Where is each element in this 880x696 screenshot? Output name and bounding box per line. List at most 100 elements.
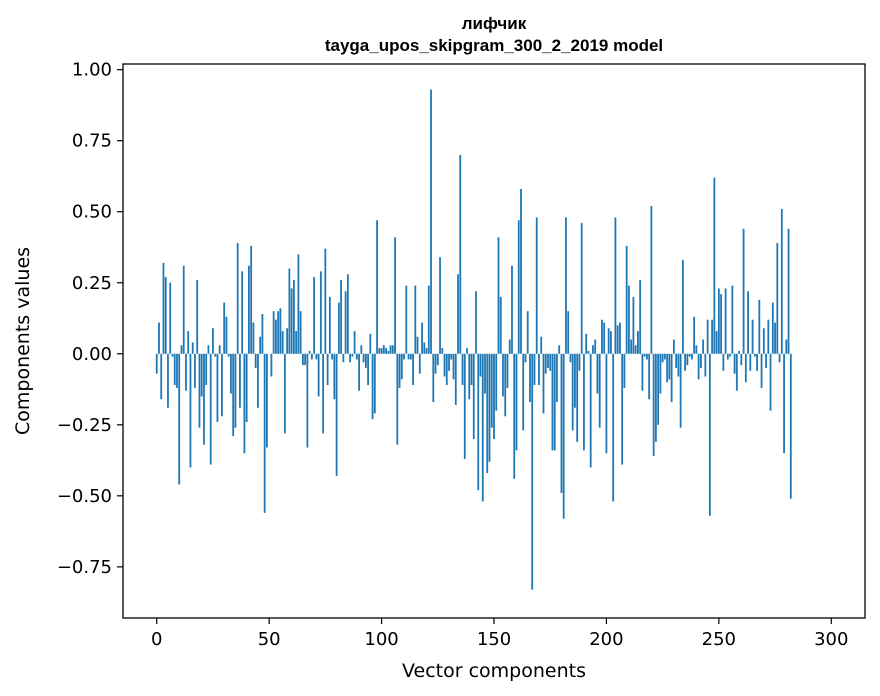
bar-77 <box>328 296 331 354</box>
bar-133 <box>454 353 457 405</box>
bar-252 <box>722 353 725 371</box>
bar-0 <box>155 353 158 374</box>
bar-57 <box>283 353 286 434</box>
bar-207 <box>621 353 624 465</box>
bar-99 <box>378 348 381 354</box>
bar-201 <box>607 328 610 354</box>
bar-232 <box>677 353 680 377</box>
bar-234 <box>681 260 684 354</box>
bar-102 <box>385 348 387 354</box>
y-tick-label: 0.50 <box>72 202 112 223</box>
bar-260 <box>740 353 743 366</box>
bar-158 <box>511 265 513 354</box>
bar-20 <box>200 353 203 397</box>
bar-75 <box>324 248 327 354</box>
bar-93 <box>364 353 367 368</box>
bar-163 <box>522 353 525 431</box>
bar-12 <box>182 265 185 354</box>
bar-60 <box>290 288 293 354</box>
bar-206 <box>619 322 621 354</box>
bar-171 <box>540 336 543 354</box>
bar-1 <box>158 322 160 354</box>
bar-94 <box>367 353 369 386</box>
bar-24 <box>209 353 212 465</box>
bar-199 <box>603 322 606 354</box>
bar-242 <box>699 353 702 368</box>
bar-236 <box>686 353 689 366</box>
bar-119 <box>423 342 426 354</box>
bar-125 <box>436 353 439 366</box>
bar-235 <box>684 353 687 371</box>
bar-269 <box>760 353 763 388</box>
bar-180 <box>560 353 563 493</box>
bar-138 <box>466 348 468 354</box>
bar-276 <box>776 242 779 354</box>
bar-73 <box>319 271 322 354</box>
x-tick-label: 150 <box>477 629 511 650</box>
bar-185 <box>571 353 574 431</box>
bar-275 <box>774 322 776 354</box>
bar-21 <box>203 353 205 445</box>
bar-113 <box>409 353 412 360</box>
bar-166 <box>529 353 531 403</box>
bar-49 <box>266 353 268 448</box>
bar-88 <box>353 331 356 354</box>
bar-136 <box>461 353 464 386</box>
x-tick-label: 100 <box>364 629 398 650</box>
bar-227 <box>666 353 669 383</box>
bar-78 <box>331 353 334 360</box>
bar-52 <box>272 311 275 354</box>
bar-132 <box>452 353 455 380</box>
bar-100 <box>380 348 383 354</box>
bar-281 <box>787 228 790 354</box>
bar-156 <box>506 353 509 388</box>
bar-256 <box>731 285 734 354</box>
bar-114 <box>412 353 414 386</box>
bar-210 <box>628 285 630 354</box>
bar-224 <box>659 353 662 394</box>
bar-85 <box>346 274 349 354</box>
bar-202 <box>610 331 612 354</box>
bar-127 <box>441 348 444 354</box>
bar-126 <box>439 257 441 354</box>
bar-7 <box>171 353 174 357</box>
bar-111 <box>405 285 408 354</box>
bar-219 <box>648 353 651 400</box>
bar-215 <box>639 279 642 354</box>
bar-6 <box>169 282 172 354</box>
bar-17 <box>194 353 196 388</box>
y-tick-label: 0.75 <box>72 131 112 152</box>
bar-250 <box>717 288 720 354</box>
bar-146 <box>484 353 486 394</box>
bar-222 <box>654 353 657 442</box>
bar-25 <box>212 328 214 354</box>
bar-196 <box>596 353 599 394</box>
bar-257 <box>733 353 736 374</box>
bar-121 <box>427 285 430 354</box>
bar-103 <box>387 350 390 354</box>
bar-72 <box>317 353 320 397</box>
bar-54 <box>277 311 280 354</box>
bar-192 <box>587 350 590 354</box>
bar-4 <box>164 277 167 354</box>
bar-162 <box>520 189 522 354</box>
bar-262 <box>744 353 747 383</box>
bar-167 <box>531 353 534 590</box>
bar-59 <box>288 268 291 354</box>
bar-2 <box>160 353 163 400</box>
bar-178 <box>556 353 558 403</box>
bar-241 <box>697 353 700 380</box>
bar-155 <box>504 353 507 417</box>
bar-189 <box>580 223 583 354</box>
bar-87 <box>351 353 354 357</box>
bar-182 <box>565 217 567 354</box>
bar-61 <box>292 279 295 354</box>
bar-193 <box>589 353 592 468</box>
bar-231 <box>675 353 678 368</box>
bar-200 <box>605 353 608 454</box>
bar-129 <box>445 353 448 386</box>
bar-204 <box>614 217 617 354</box>
bar-258 <box>735 353 738 391</box>
bar-211 <box>630 339 633 354</box>
bar-205 <box>616 325 619 354</box>
